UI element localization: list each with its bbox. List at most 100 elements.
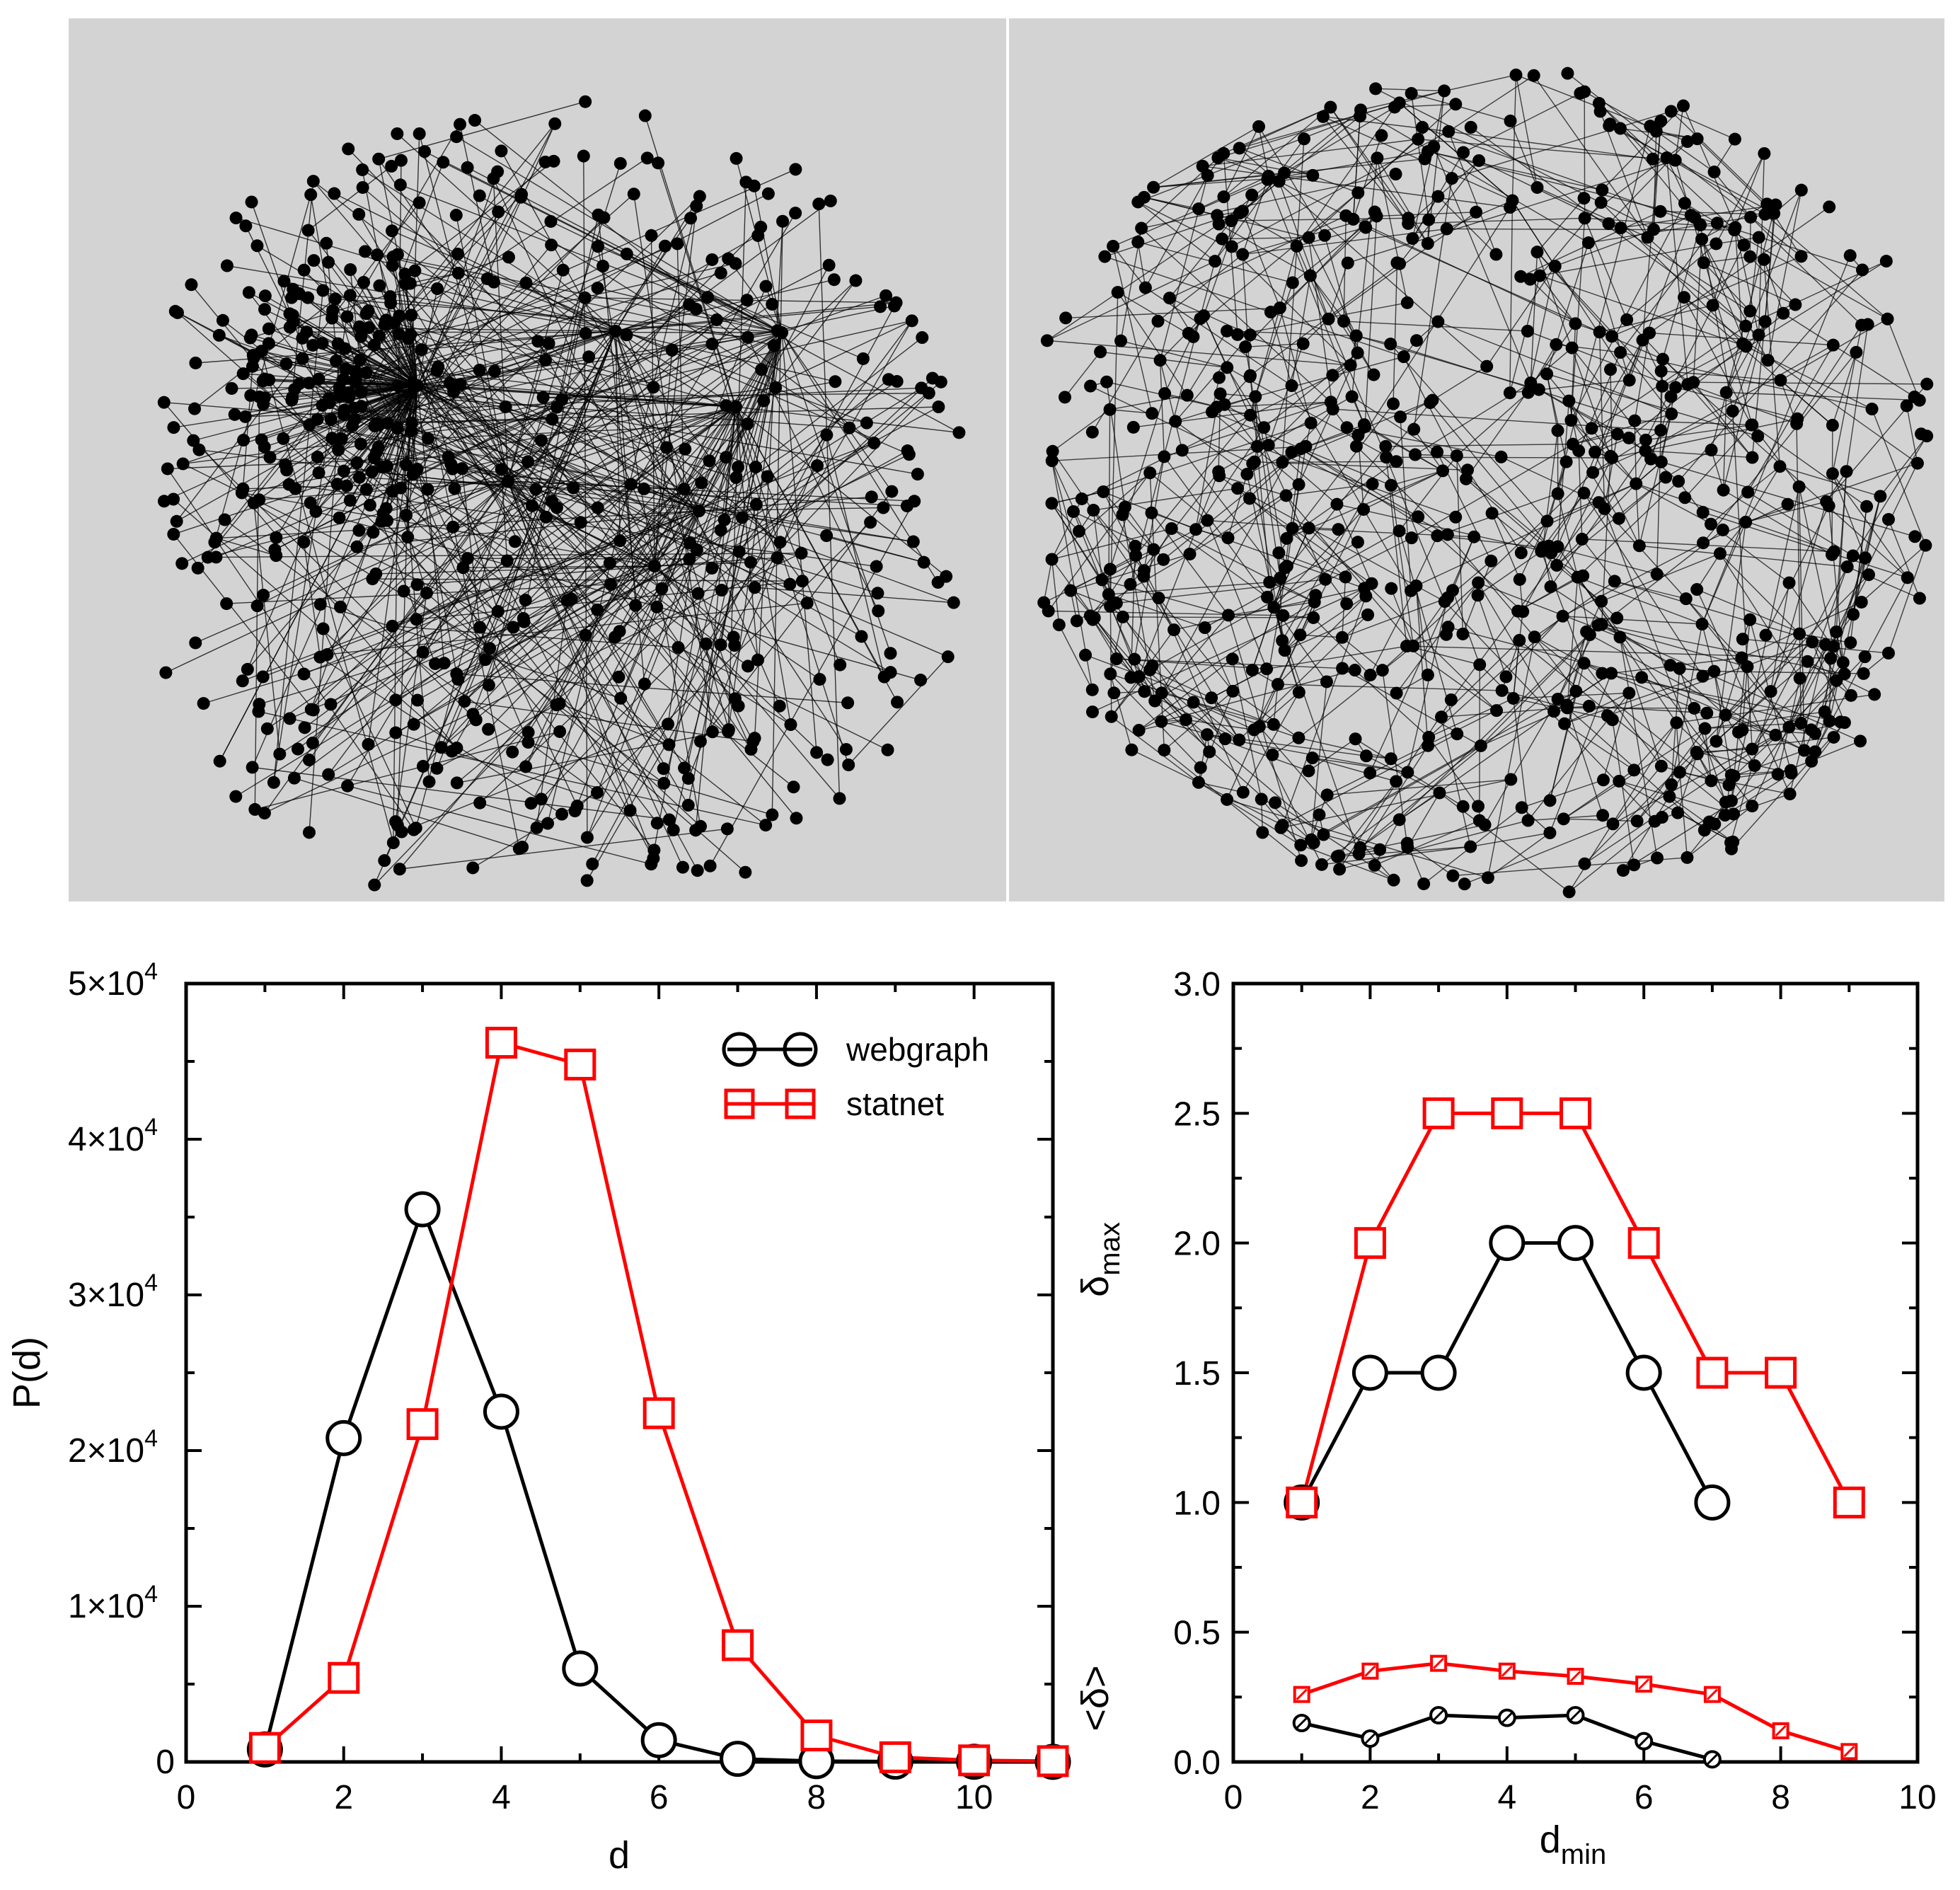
network-node bbox=[773, 536, 787, 549]
network-edge bbox=[417, 385, 737, 478]
network-edge bbox=[1661, 370, 1781, 381]
network-node bbox=[1664, 105, 1678, 118]
network-edge bbox=[1268, 444, 1337, 505]
network-edge bbox=[1051, 502, 1080, 532]
network-node bbox=[408, 264, 422, 277]
network-edge bbox=[1539, 275, 1746, 347]
network-node bbox=[525, 499, 538, 512]
x-tick-label: 2 bbox=[1361, 1779, 1380, 1816]
network-edge bbox=[1330, 107, 1409, 224]
network-edge bbox=[727, 258, 783, 333]
network-edge bbox=[1798, 486, 1834, 647]
network-edge bbox=[781, 332, 817, 753]
network-node bbox=[1577, 192, 1591, 205]
network-node bbox=[473, 189, 486, 202]
network-node bbox=[1158, 387, 1172, 401]
y-tick-label: 1.5 bbox=[1173, 1355, 1221, 1393]
network-edge bbox=[1064, 351, 1101, 398]
network-node bbox=[820, 428, 834, 442]
network-edge bbox=[1108, 582, 1270, 595]
network-node bbox=[1424, 396, 1437, 410]
network-node bbox=[690, 200, 703, 213]
network-edge bbox=[1747, 466, 1780, 493]
network-edge bbox=[1407, 645, 1480, 666]
network-node bbox=[1862, 568, 1876, 582]
network-node bbox=[1636, 333, 1649, 347]
network-node bbox=[1515, 801, 1528, 814]
network-edge bbox=[1697, 138, 1775, 214]
network-node bbox=[1295, 854, 1308, 868]
network-node bbox=[1221, 793, 1234, 806]
network-node bbox=[1840, 465, 1853, 478]
network-edge bbox=[528, 406, 737, 733]
network-node bbox=[1217, 146, 1230, 160]
network-edge bbox=[818, 204, 841, 799]
network-node bbox=[421, 483, 434, 496]
y-tick-label: 3×104 bbox=[68, 1269, 158, 1314]
network-node bbox=[189, 356, 202, 369]
network-node bbox=[1777, 306, 1790, 320]
network-node bbox=[517, 615, 531, 628]
network-edge bbox=[461, 468, 707, 645]
network-node bbox=[487, 172, 500, 185]
network-node bbox=[1169, 415, 1182, 428]
network-edge bbox=[243, 263, 736, 374]
network-node bbox=[430, 364, 444, 377]
network-node bbox=[1368, 205, 1381, 219]
network-node bbox=[413, 196, 426, 209]
network-node bbox=[1647, 223, 1661, 236]
chart-a-x-label: d bbox=[609, 1834, 630, 1877]
network-node bbox=[1249, 390, 1262, 403]
network-node bbox=[544, 214, 558, 228]
network-node bbox=[1129, 539, 1142, 553]
network-node bbox=[665, 343, 679, 357]
network-edge bbox=[1800, 656, 1866, 724]
network-edge bbox=[456, 730, 729, 784]
network-node bbox=[693, 505, 705, 517]
network-edge bbox=[1589, 634, 1776, 736]
network-edge bbox=[1117, 292, 1194, 338]
network-edge bbox=[1747, 491, 1854, 557]
y-tick-label: 1.0 bbox=[1173, 1485, 1221, 1522]
network-edge bbox=[1542, 492, 1585, 548]
network-node bbox=[1458, 877, 1471, 891]
network-node bbox=[757, 394, 771, 408]
network-edge bbox=[267, 406, 737, 730]
network-node bbox=[312, 466, 325, 480]
network-node bbox=[368, 419, 381, 432]
network-node bbox=[922, 386, 935, 400]
network-node bbox=[391, 819, 404, 832]
network-edge bbox=[1342, 597, 1448, 638]
network-node bbox=[1098, 250, 1112, 263]
network-edge bbox=[1216, 356, 1404, 408]
network-node bbox=[754, 220, 768, 234]
network-node bbox=[1246, 457, 1259, 471]
network-node bbox=[1111, 286, 1124, 299]
network-node bbox=[1728, 224, 1741, 237]
network-node bbox=[1728, 132, 1741, 146]
network-node bbox=[1116, 610, 1129, 623]
network-node bbox=[1717, 483, 1730, 497]
chart-b-x-ticks: 0 2 4 6 8 10 bbox=[1224, 984, 1937, 1816]
network-edge bbox=[1539, 275, 1576, 324]
network-node bbox=[577, 149, 590, 163]
network-edge bbox=[1258, 126, 1269, 177]
network-node bbox=[795, 546, 808, 560]
network-node bbox=[451, 248, 464, 261]
legend-webgraph-marker-right bbox=[783, 1032, 818, 1067]
network-edge bbox=[1619, 780, 1734, 815]
network-node bbox=[1844, 636, 1857, 650]
network-node bbox=[1095, 573, 1109, 587]
network-edge bbox=[1360, 109, 1589, 243]
network-node bbox=[640, 151, 654, 165]
network-node bbox=[820, 529, 834, 543]
network-node bbox=[877, 501, 890, 514]
statnet-point bbox=[800, 1719, 833, 1752]
network-node bbox=[1212, 371, 1226, 384]
network-edge bbox=[1198, 782, 1301, 846]
network-edge bbox=[417, 193, 635, 386]
network-node bbox=[229, 212, 243, 225]
statnet-point bbox=[879, 1741, 911, 1773]
network-edge bbox=[1465, 478, 1552, 553]
network-node bbox=[705, 561, 719, 575]
